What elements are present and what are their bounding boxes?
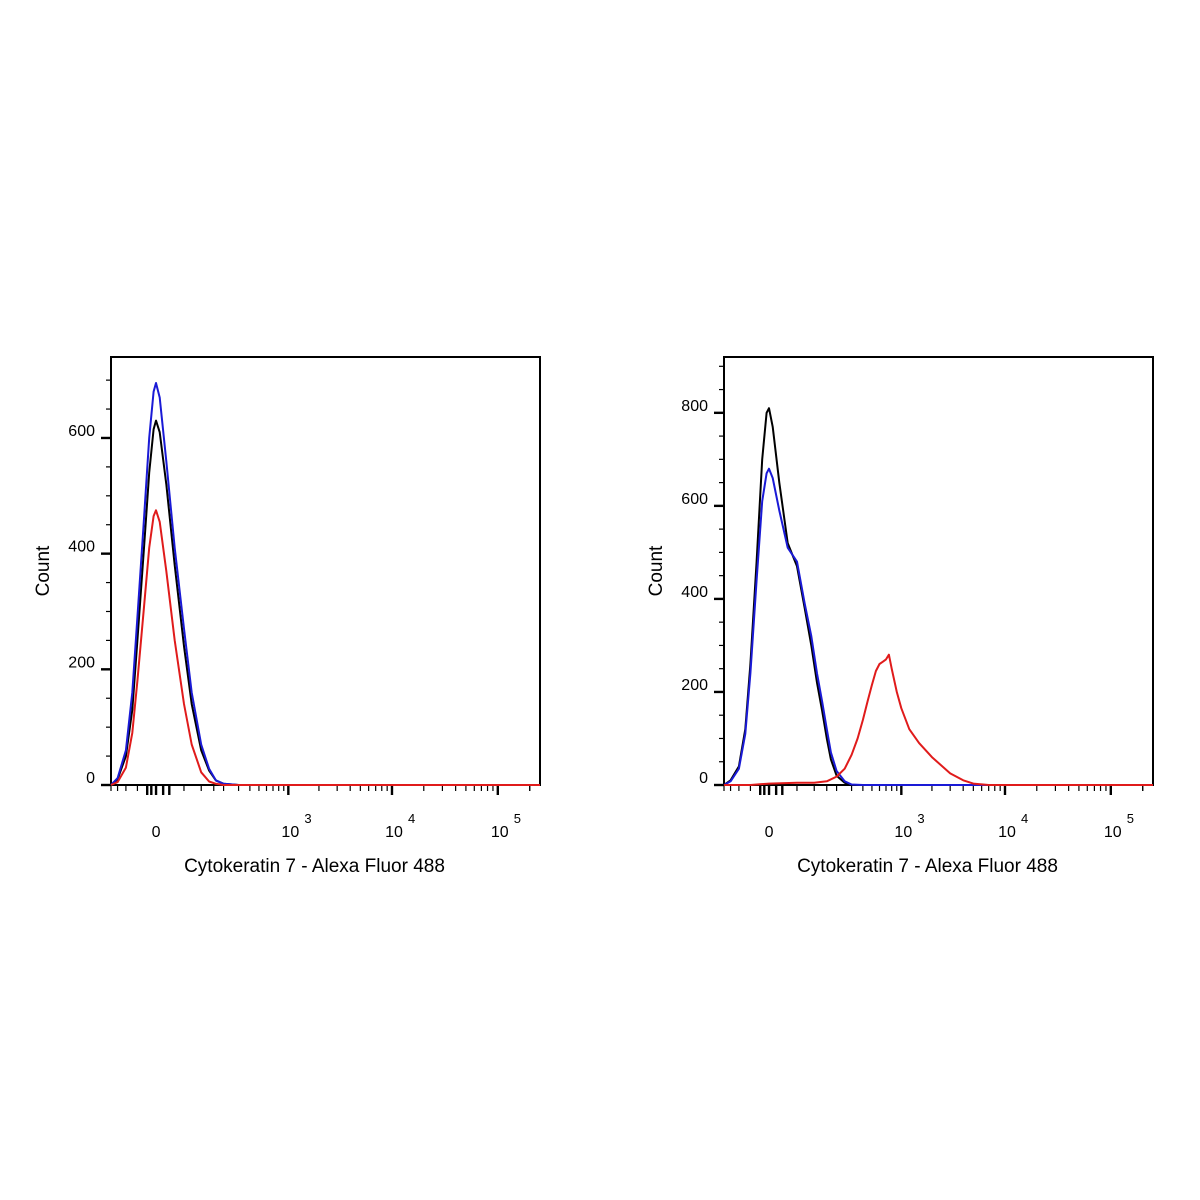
y-tick-label: 0 [699, 770, 708, 787]
y-tick-label: 200 [68, 654, 95, 671]
y-tick-label: 400 [68, 539, 95, 556]
histogram-series-2 [723, 467, 1153, 786]
x-axis-label: Cytokeratin 7 - Alexa Fluor 488 [797, 856, 1058, 877]
x-tick-exponent: 3 [917, 811, 924, 826]
x-tick-label: 0 [152, 824, 161, 841]
y-tick-label: 600 [68, 423, 95, 440]
y-tick-label: 600 [681, 491, 708, 508]
x-tick-label: 0 [765, 824, 774, 841]
x-tick-label: 10 [281, 824, 299, 841]
x-tick-label: 10 [385, 824, 403, 841]
histogram-series-3 [110, 509, 540, 786]
y-axis-label: Count [33, 545, 54, 596]
x-tick-exponent: 5 [1127, 811, 1134, 826]
x-tick-exponent: 3 [304, 811, 311, 826]
histogram-panel-2: 0 200 400 600 800 0 10 3 10 4 10 5 Cytokeratin 7 - A… [646, 356, 1154, 877]
y-tick-label: 400 [681, 584, 708, 601]
histogram-series-3 [724, 653, 1153, 786]
histogram-panel-1: 0 200 400 600 0 10 3 10 4 10 5 Cytokeratin 7 - Alex… [33, 356, 541, 877]
x-tick-label: 10 [1104, 824, 1122, 841]
y-tick-label: 0 [86, 770, 95, 787]
x-tick-label: 10 [894, 824, 912, 841]
x-tick-label: 10 [491, 824, 509, 841]
x-tick-exponent: 5 [514, 811, 521, 826]
x-tick-exponent: 4 [1021, 811, 1028, 826]
y-axis-label: Count [646, 545, 667, 596]
x-tick-label: 10 [998, 824, 1016, 841]
y-tick-label: 200 [681, 677, 708, 694]
y-tick-label: 800 [681, 398, 708, 415]
x-tick-exponent: 4 [408, 811, 415, 826]
x-axis-label: Cytokeratin 7 - Alexa Fluor 488 [184, 856, 445, 877]
